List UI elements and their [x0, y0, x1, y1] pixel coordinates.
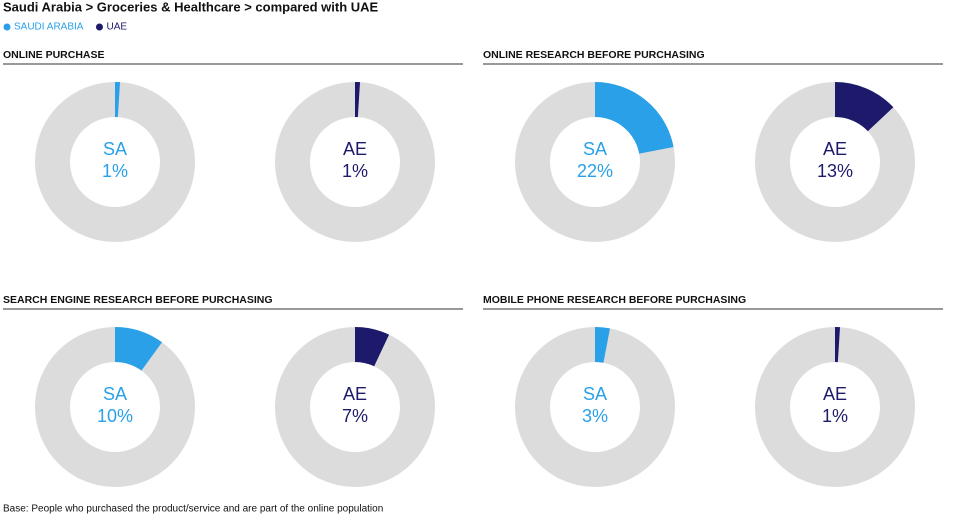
- donut-category: AE: [343, 139, 367, 159]
- legend-dot: [95, 23, 103, 31]
- donut-category: AE: [823, 139, 847, 159]
- donut-segment: [595, 82, 674, 154]
- donut-value-label: 22%: [577, 161, 613, 181]
- donut-value-label: 10%: [97, 406, 133, 426]
- donut-segment: [115, 82, 121, 118]
- panel-title: SEARCH ENGINE RESEARCH BEFORE PURCHASING: [3, 294, 273, 306]
- footnote: Base: People who purchased the product/s…: [3, 504, 383, 515]
- donut-segment: [355, 82, 361, 118]
- donut-value-label: 3%: [582, 406, 608, 426]
- panel-title: MOBILE PHONE RESEARCH BEFORE PURCHASING: [483, 294, 746, 306]
- panel-title: ONLINE PURCHASE: [3, 49, 105, 61]
- donut-segment: [835, 327, 841, 363]
- page-title: Saudi Arabia > Groceries & Healthcare > …: [3, 0, 379, 14]
- donut-value-label: 1%: [102, 161, 128, 181]
- donut-value-label: 13%: [817, 161, 853, 181]
- donut-segment: [595, 327, 610, 363]
- legend-label: UAE: [106, 22, 127, 33]
- donut-value-label: 1%: [822, 406, 848, 426]
- legend-label: SAUDI ARABIA: [14, 22, 84, 33]
- donut-value-label: 7%: [342, 406, 368, 426]
- panel-title: ONLINE RESEARCH BEFORE PURCHASING: [483, 49, 705, 61]
- donut-category: SA: [103, 384, 127, 404]
- donut-category: SA: [583, 384, 607, 404]
- donut-category: SA: [583, 139, 607, 159]
- donut-category: SA: [103, 139, 127, 159]
- donut-value-label: 1%: [342, 161, 368, 181]
- donut-category: AE: [343, 384, 367, 404]
- donut-segment: [115, 327, 163, 371]
- donut-segment: [355, 327, 390, 367]
- legend-dot: [3, 23, 11, 31]
- donut-category: AE: [823, 384, 847, 404]
- donut-segment: [835, 82, 894, 132]
